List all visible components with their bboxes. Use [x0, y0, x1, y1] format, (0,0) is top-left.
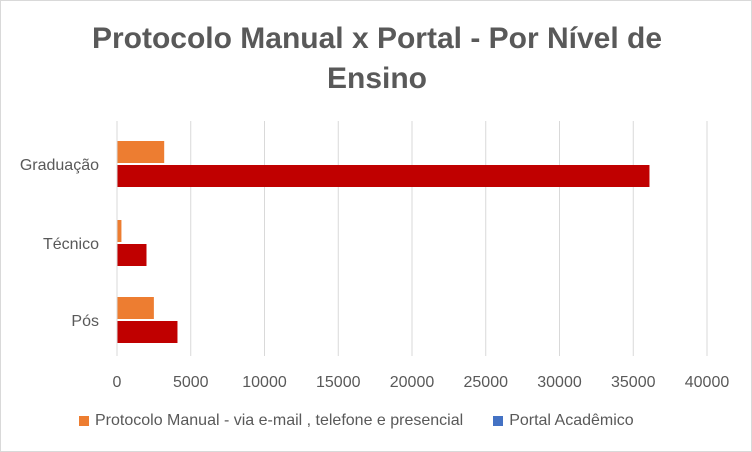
chart-title: Protocolo Manual x Portal - Por Nível de… — [1, 19, 752, 99]
legend-swatch-portal — [493, 416, 504, 426]
bar-portal-0 — [117, 165, 650, 187]
x-tick-label-6: 30000 — [537, 374, 582, 391]
chart-title-line-1: Protocolo Manual x Portal - Por Nível de — [91, 22, 663, 55]
x-tick-label-2: 10000 — [242, 374, 287, 391]
category-label-2: Pós — [71, 313, 99, 330]
legend-item-manual: Protocolo Manual - via e-mail , telefone… — [79, 412, 463, 430]
legend-item-portal: Portal Acadêmico — [493, 412, 634, 430]
category-label-1: Técnico — [43, 236, 99, 253]
x-tick-label-1: 5000 — [173, 374, 209, 391]
x-tick-label-7: 35000 — [611, 374, 656, 391]
chart-title-line-2: Ensino — [326, 62, 427, 95]
x-tick-label-4: 20000 — [390, 374, 435, 391]
bar-portal-1 — [117, 244, 147, 266]
chart-plot-area: 0 5000 10000 15000 20000 25000 30000 35000 40000… — [20, 121, 730, 391]
category-label-0: Graduação — [20, 157, 99, 174]
legend-label-manual: Protocolo Manual - via e-mail , telefone… — [95, 412, 464, 429]
x-tick-label-8: 40000 — [685, 374, 730, 391]
x-tick-label-0: 0 — [113, 374, 122, 391]
chart-legend: Protocolo Manual - via e-mail , telefone… — [79, 409, 664, 433]
legend-swatch-manual — [79, 416, 89, 426]
bar-manual-2 — [117, 297, 154, 319]
bar-portal-2 — [117, 321, 178, 343]
bar-manual-0 — [117, 141, 165, 163]
legend-label-portal: Portal Acadêmico — [509, 412, 634, 429]
x-tick-label-3: 15000 — [316, 374, 361, 391]
x-tick-label-5: 25000 — [464, 374, 509, 391]
bar-manual-1 — [117, 220, 122, 242]
